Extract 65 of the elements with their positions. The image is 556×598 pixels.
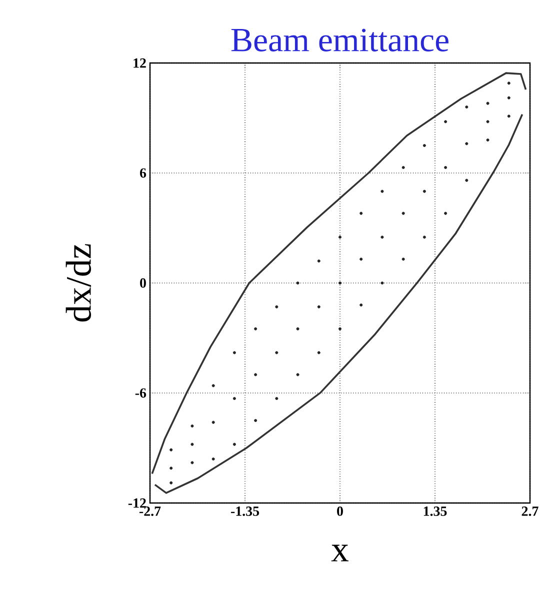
point	[212, 458, 215, 460]
point	[402, 258, 405, 261]
point	[507, 96, 510, 100]
point	[254, 373, 258, 376]
x-tick-label: 0	[337, 506, 343, 516]
point	[465, 178, 468, 182]
point	[338, 236, 342, 239]
x-axis-title: x	[331, 544, 349, 562]
point	[465, 142, 468, 146]
y-tick-label: 12	[134, 58, 146, 68]
point	[444, 166, 448, 169]
y-tick-label: 6	[140, 168, 146, 178]
point	[317, 351, 320, 354]
point	[212, 384, 215, 388]
point	[380, 236, 384, 239]
point	[170, 466, 173, 470]
point	[232, 397, 236, 400]
line-series	[154, 113, 524, 494]
point	[360, 212, 363, 215]
point	[486, 120, 490, 124]
chart-title: Beam emittance	[231, 28, 448, 52]
point	[507, 114, 510, 118]
x-tick-label: -1.35	[230, 506, 260, 516]
point	[507, 82, 510, 85]
point	[296, 327, 300, 330]
y-tick-label: -12	[128, 498, 146, 508]
point	[338, 327, 342, 330]
point	[360, 258, 363, 261]
point	[275, 305, 278, 308]
point	[422, 144, 426, 147]
point	[422, 190, 426, 193]
point	[444, 212, 448, 215]
point	[296, 282, 300, 284]
x-tick-label: 2.7	[522, 506, 538, 516]
point	[338, 282, 342, 284]
point	[317, 305, 320, 308]
point	[212, 420, 215, 424]
point	[486, 138, 490, 142]
point	[190, 461, 194, 464]
point	[254, 327, 258, 330]
x-tick-label: 1.35	[424, 506, 447, 516]
point	[380, 282, 384, 284]
point	[422, 236, 426, 239]
point	[232, 442, 236, 446]
point	[296, 373, 300, 376]
point	[360, 304, 363, 306]
point	[170, 481, 173, 484]
point	[486, 102, 490, 105]
point	[190, 424, 194, 428]
point	[465, 106, 468, 108]
point	[402, 212, 405, 215]
point	[170, 448, 173, 452]
y-tick-label: 0	[140, 278, 146, 288]
point	[275, 351, 278, 354]
x-tick-label: -2.7	[139, 506, 161, 516]
y-tick-label: -6	[135, 388, 146, 398]
point	[190, 442, 194, 446]
point	[232, 351, 236, 354]
point	[275, 397, 278, 400]
point	[444, 120, 448, 124]
point	[380, 190, 384, 193]
point	[254, 419, 258, 422]
y-axis-title: dx/dz	[66, 244, 92, 322]
point	[402, 166, 405, 169]
point	[317, 260, 320, 262]
